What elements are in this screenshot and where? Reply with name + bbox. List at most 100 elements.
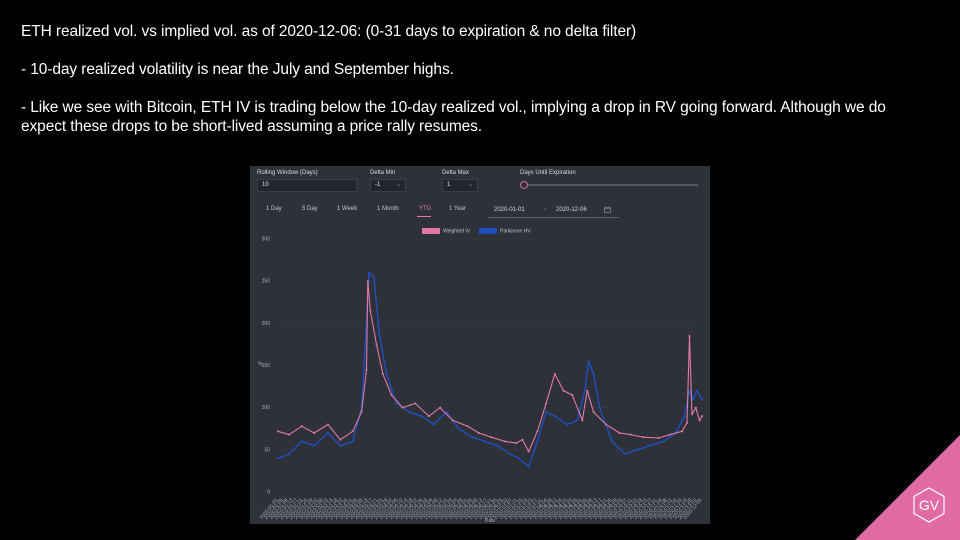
tab-1-week[interactable]: 1 Week [337,206,358,212]
weighted-iv-point [277,430,279,433]
weighted-iv-point [553,372,556,375]
parkinson-hv-point [313,444,316,447]
delta-min-label: Delta Min [370,170,396,176]
y-tick-label: 300 [262,237,271,243]
weighted-iv-point [300,425,303,428]
weighted-iv-point [586,389,589,392]
parkinson-hv-point [566,423,569,426]
bullet-realized-vol: - 10-day realized volatility is near the… [21,61,454,78]
days-until-expiration-label: Days Until Expiration [520,170,576,176]
weighted-iv-point [592,410,595,413]
calendar-icon[interactable] [604,206,611,215]
weighted-iv-point [521,438,524,441]
parkinson-hv-point [372,275,376,279]
delta-max-label: Delta Max [442,170,470,176]
parkinson-hv-point [377,330,381,333]
end-date[interactable]: 2020-12-06 [556,207,587,213]
parkinson-hv-point [445,410,448,413]
chevron-down-icon: ⌄ [395,182,401,188]
delta-max-select[interactable]: 1 ⌄ [442,179,478,192]
parkinson-hv-point [700,398,704,401]
parkinson-hv-point [611,440,614,443]
weighted-iv-point [313,431,316,434]
legend-item-weighted-iv[interactable]: Weighted IV [422,228,470,234]
weighted-iv-point [698,419,701,422]
weighted-iv-point [629,433,632,436]
weighted-iv-point [339,438,342,441]
weighted-iv-point [360,410,363,413]
weighted-iv-point [545,402,548,405]
parkinson-hv-point [395,402,398,405]
logo-hexagon [913,487,945,523]
weighted-iv-point [604,423,607,426]
weighted-iv-point [694,406,697,409]
weighted-iv-point [390,394,393,397]
parkinson-hv-line [277,271,703,468]
bullet-iv-below-rv-line-1: - Like we see with Bitcoin, ETH IV is tr… [21,99,886,116]
volatility-dashboard: Rolling Window (Days) 10 Delta Min -1 ⌄ … [250,166,710,524]
rolling-window-input[interactable]: 10 [257,179,357,192]
parkinson-hv-point [326,431,329,435]
delta-min-select[interactable]: -1 ⌄ [370,179,406,192]
slide-text: ETH realized vol. vs implied vol. as of … [21,22,921,136]
date-separator: ~ [543,207,547,213]
weighted-iv-point [366,280,369,283]
parkinson-hv-point [276,457,280,460]
parkinson-hv-point [623,452,626,456]
legend-item-parkinson-hv[interactable]: Parkinson HV [479,228,531,234]
weighted-iv-point [503,440,506,443]
parkinson-hv-point [536,440,539,443]
y-tick-label: 100 [262,405,271,411]
parkinson-hv-point [496,444,499,447]
weighted-iv-point [581,419,584,422]
parkinson-hv-point [517,457,520,460]
legend-label-parkinson-hv: Parkinson HV [500,228,531,235]
tab-1-day[interactable]: 1 Day [266,206,282,212]
parkinson-hv-point [483,440,487,443]
weighted-iv-point [451,419,454,422]
weighted-iv-point [477,431,480,434]
parkinson-hv-point [457,427,460,430]
weighted-iv-point [571,394,574,397]
weighted-iv-point [691,413,694,416]
parkinson-hv-point [351,440,354,443]
tab-1-year[interactable]: 1 Year [449,206,467,212]
logo-text: GV [919,497,940,513]
weighted-iv-point [381,372,384,375]
weighted-iv-point [326,423,329,426]
expiration-slider-handle[interactable] [520,181,528,189]
chevron-down-icon: ⌄ [467,182,473,188]
weighted-iv-point [536,430,539,433]
weighted-iv-point [515,442,518,445]
parkinson-hv-point [288,452,291,456]
logo-triangle [855,435,960,540]
y-tick-label: 50 [264,447,270,453]
weighted-iv-point [701,415,703,418]
parkinson-hv-point [527,465,530,468]
start-date[interactable]: 2020-01-01 [494,207,525,213]
weighted-iv-point [375,343,378,346]
weighted-iv-point [401,406,404,409]
weighted-iv-point [642,436,645,439]
x-axis-title: Date [485,518,496,524]
tab-5-day[interactable]: 5 Day [302,206,318,212]
weighted-iv-point [365,368,368,371]
parkinson-hv-point [471,436,474,439]
parkinson-hv-point [683,415,686,418]
parkinson-hv-point [385,372,388,376]
parkinson-hv-point [545,410,548,413]
tab-ytd[interactable]: YTD [419,206,431,212]
weighted-iv-point [527,450,530,453]
parkinson-hv-point [662,440,665,443]
weighted-iv-point [668,433,671,436]
parkinson-hv-point [688,389,691,392]
legend-swatch-weighted-iv [422,228,440,234]
parkinson-hv-point [598,406,601,409]
parkinson-hv-point [576,419,579,422]
parkinson-hv-point [553,415,556,418]
weighted-iv-point [351,430,354,433]
weighted-iv-point [414,402,417,405]
tab-1-month[interactable]: 1 Month [377,206,399,212]
weighted-iv-point [490,436,493,439]
date-range-picker[interactable]: 2020-01-01 ~ 2020-12-06 [488,204,619,218]
